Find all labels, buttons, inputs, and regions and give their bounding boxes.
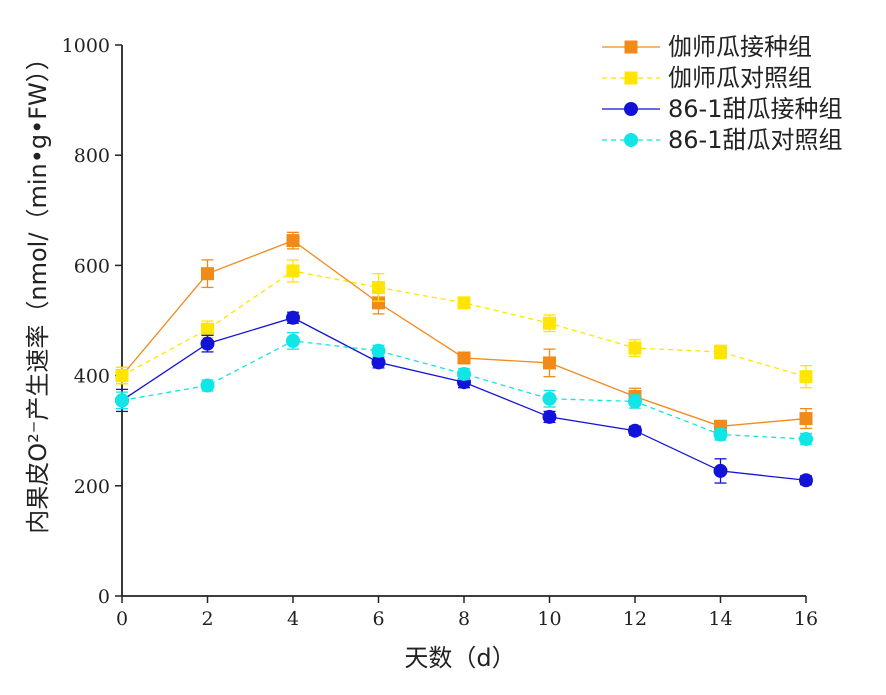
x-tick-label: 6 — [372, 608, 384, 630]
data-point — [628, 423, 642, 438]
data-point — [286, 264, 300, 278]
legend-label: 伽师瓜接种组 — [668, 33, 812, 61]
x-tick-label: 2 — [201, 608, 213, 630]
data-point — [799, 473, 813, 488]
data-point — [713, 463, 728, 478]
y-tick-label: 400 — [74, 366, 110, 388]
series-line — [121, 340, 807, 440]
legend-swatch-marker — [624, 40, 638, 54]
data-point — [200, 378, 215, 393]
x-tick-label: 14 — [708, 608, 732, 630]
legend-item: 86-1甜瓜接种组 — [602, 95, 842, 123]
data-point — [799, 431, 813, 446]
series-group — [115, 331, 813, 446]
data-point — [799, 412, 813, 426]
data-point — [201, 322, 214, 336]
x-tick-label: 16 — [794, 608, 818, 630]
y-axis-title: 内果皮O²⁻产生速率（nmol/（min•g•FW）） — [24, 46, 52, 534]
data-point — [543, 356, 556, 370]
series-group — [115, 231, 813, 433]
data-point — [457, 351, 471, 365]
y-tick-label: 1000 — [62, 35, 110, 57]
y-tick-label: 0 — [98, 586, 110, 608]
data-point — [115, 369, 129, 383]
legend-label: 86-1甜瓜接种组 — [668, 95, 842, 123]
x-tick-label: 12 — [623, 608, 647, 630]
x-tick-label: 8 — [458, 608, 470, 630]
legend-item: 86-1甜瓜对照组 — [602, 126, 842, 154]
data-point — [286, 234, 300, 248]
series-group — [115, 259, 813, 389]
axis-ticks: 0 2 4 6 8 10 12 14 16 0 200 400 600 800 1000 — [62, 35, 818, 630]
data-point — [286, 310, 300, 325]
data-series — [115, 231, 813, 488]
data-point — [372, 280, 385, 294]
y-tick-label: 600 — [74, 255, 110, 277]
series-group — [115, 310, 813, 488]
data-point — [713, 427, 728, 442]
data-point — [542, 391, 557, 406]
legend-label: 伽师瓜对照组 — [668, 64, 812, 92]
data-point — [201, 267, 214, 281]
data-point — [543, 316, 556, 330]
data-point — [628, 394, 642, 409]
x-tick-label: 10 — [537, 608, 561, 630]
data-point — [799, 370, 813, 384]
data-point — [457, 366, 471, 381]
x-axis-title: 天数（d） — [404, 644, 515, 672]
data-point — [371, 355, 386, 370]
legend-item: 伽师瓜对照组 — [602, 64, 812, 92]
series-line — [121, 239, 807, 427]
data-point — [200, 336, 215, 351]
data-point — [286, 333, 300, 348]
legend-item: 伽师瓜接种组 — [602, 33, 812, 61]
series-line — [121, 317, 807, 481]
legend-swatch-marker — [624, 133, 638, 147]
legend-swatch-marker — [624, 102, 638, 116]
data-point — [115, 393, 129, 408]
x-tick-label: 0 — [116, 608, 128, 630]
data-point — [542, 409, 557, 424]
data-point — [371, 343, 386, 358]
x-tick-label: 4 — [287, 608, 299, 630]
y-tick-label: 800 — [74, 145, 110, 167]
y-tick-label: 200 — [74, 476, 110, 498]
legend-label: 86-1甜瓜对照组 — [668, 126, 842, 154]
data-point — [628, 341, 642, 355]
data-point — [714, 345, 727, 359]
legend-swatch-marker — [624, 71, 638, 85]
data-point — [457, 296, 471, 310]
